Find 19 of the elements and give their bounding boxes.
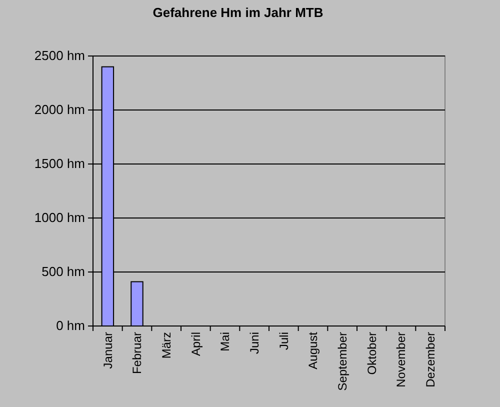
x-tick-label: Januar [100,332,115,369]
chart-title: Gefahrene Hm im Jahr MTB [152,5,324,20]
x-tick-label: Dezember [424,332,438,388]
y-tick-label: 0 hm [56,318,85,334]
y-tick-label: 2500 hm [34,48,85,64]
x-tick-label: Juli [276,332,291,350]
y-tick-label: 1000 hm [34,210,85,226]
y-tick-label: 2000 hm [34,102,85,118]
x-tick-label: November [394,332,408,388]
x-tick-label: März [160,332,174,359]
y-tick-label: 1500 hm [34,156,85,172]
x-tick-label: Juni [248,332,262,354]
x-tick-label: August [306,331,320,370]
x-tick-label: September [336,332,350,391]
x-tick-label: Februar [130,332,144,374]
x-tick-label: Oktober [364,332,379,375]
x-tick-label: April [188,332,203,356]
x-tick-label: Mai [218,332,232,352]
y-tick-label: 500 hm [42,264,85,280]
